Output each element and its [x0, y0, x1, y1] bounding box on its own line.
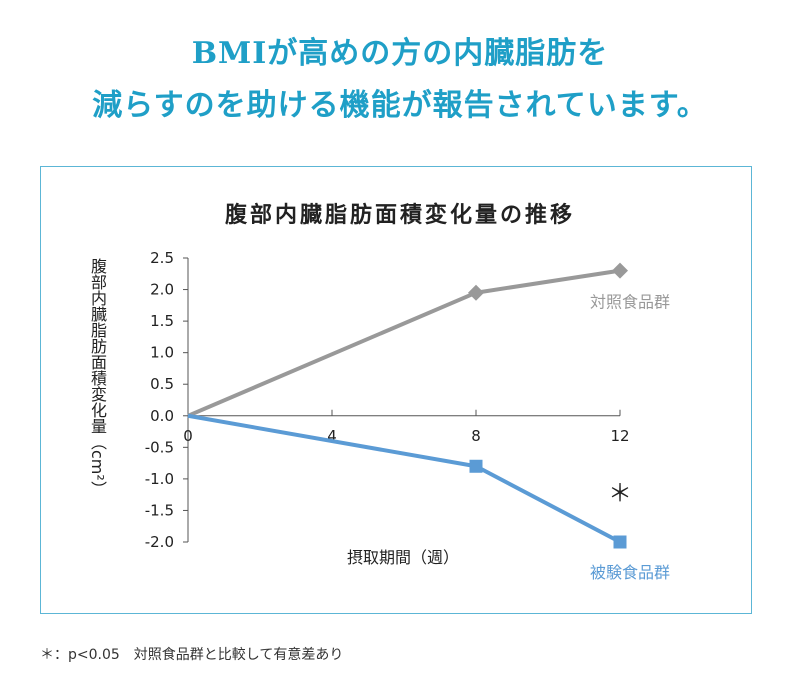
y-tick-label: -1.5 — [145, 501, 174, 519]
y-tick-label: 1.5 — [150, 312, 174, 330]
y-tick-label: 0.0 — [150, 407, 174, 425]
data-point-square — [469, 459, 483, 473]
y-tick-label: -2.0 — [145, 533, 174, 551]
data-point-diamond — [612, 262, 628, 279]
chart-title: 腹部内臓脂肪面積変化量の推移 — [224, 203, 575, 228]
y-tick-label: 2.0 — [150, 281, 174, 299]
y-tick-label: 2.5 — [150, 249, 174, 267]
headline-line-1: BMIが高めの方の内臓脂肪を — [191, 36, 609, 71]
y-tick-label: -0.5 — [145, 438, 174, 456]
series-line-2 — [187, 413, 621, 544]
y-axis-label: 腹部内臓脂肪面積変化量（cm²） — [88, 258, 107, 497]
series-label-1: 対照食品群 — [590, 293, 670, 312]
x-tick-label: 4 — [327, 427, 337, 445]
headline: BMIが高めの方の内臓脂肪を 減らすのを助ける機能が報告されています。 — [0, 28, 800, 132]
significance-asterisk: ＊ — [608, 479, 632, 507]
x-tick-label: 8 — [471, 427, 481, 445]
headline-line-2: 減らすのを助ける機能が報告されています。 — [92, 88, 708, 123]
data-point-diamond — [468, 284, 484, 301]
series-line-1 — [187, 268, 621, 418]
chart-panel — [40, 166, 752, 614]
data-point-square — [613, 535, 627, 549]
x-axis-label: 摂取期間（週） — [347, 548, 459, 567]
y-tick-label: 0.5 — [150, 375, 174, 393]
y-tick-label: 1.0 — [150, 344, 174, 362]
x-tick-label: 12 — [610, 427, 629, 445]
y-tick-label: -1.0 — [145, 470, 174, 488]
x-tick-label: 0 — [183, 427, 193, 445]
footnote: ＊：p<0.05 対照食品群と比較して有意差あり — [40, 647, 344, 663]
series-label-2: 被験食品群 — [590, 563, 670, 582]
